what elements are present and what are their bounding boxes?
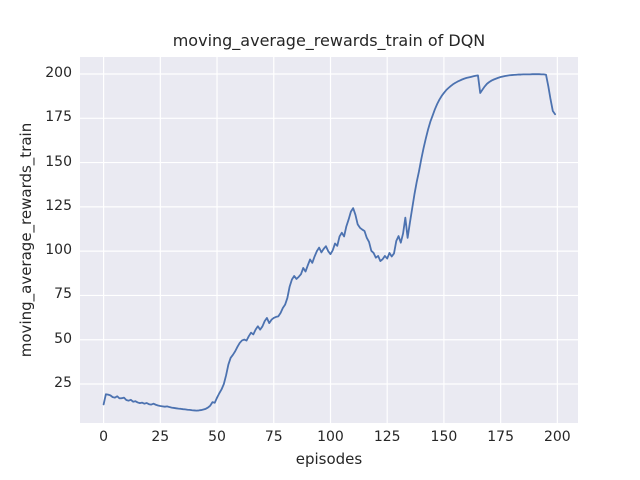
x-tick-label: 0 <box>99 429 109 445</box>
x-tick-label: 150 <box>430 429 458 445</box>
y-tick-label: 50 <box>54 330 72 347</box>
y-tick-label: 200 <box>45 65 72 81</box>
x-tick-label: 75 <box>264 429 283 445</box>
plot-area <box>80 57 578 423</box>
x-tick-label: 125 <box>373 429 401 445</box>
x-tick-label: 25 <box>151 429 170 445</box>
x-tick-label: 200 <box>543 429 571 445</box>
y-tick-label: 125 <box>45 197 72 214</box>
x-tick-label: 175 <box>487 429 514 445</box>
y-tick-label: 100 <box>45 242 72 259</box>
chart-title: moving_average_rewards_train of DQN <box>172 31 486 50</box>
x-tick-label: 100 <box>317 429 344 445</box>
data-series-line <box>102 73 556 412</box>
y-tick-label: 150 <box>45 153 72 170</box>
x-axis-label: episodes <box>295 450 363 468</box>
x-tick-label: 50 <box>208 429 226 445</box>
y-tick-label: 75 <box>54 286 72 303</box>
y-tick-label: 175 <box>45 109 72 126</box>
y-tick-label: 25 <box>54 375 72 392</box>
